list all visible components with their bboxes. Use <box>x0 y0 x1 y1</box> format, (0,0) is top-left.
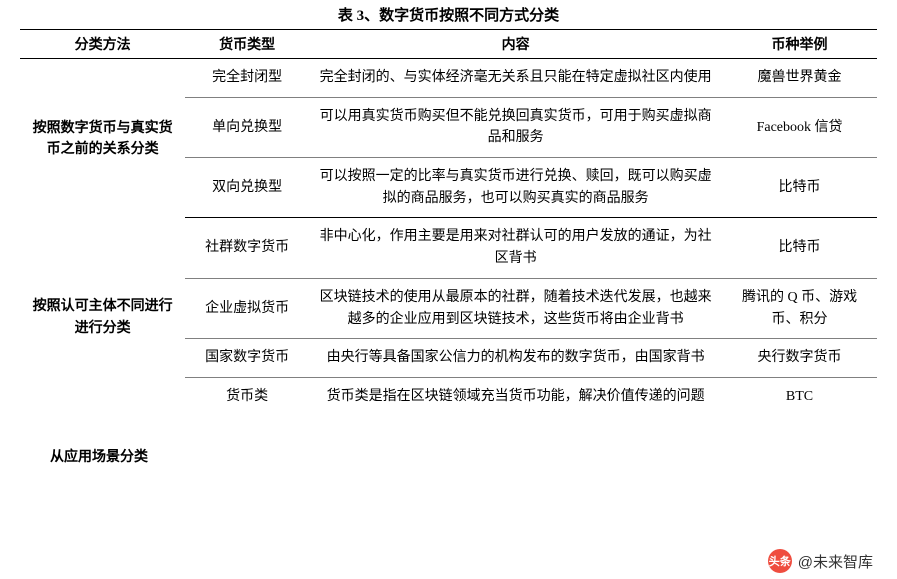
type-cell: 企业虚拟货币 <box>185 278 309 338</box>
watermark-footer: 头条 @未来智库 <box>768 549 873 573</box>
desc-cell: 货币类是指在区块链领域充当货币功能，解决价值传递的问题 <box>309 377 722 415</box>
type-cell: 完全封闭型 <box>185 59 309 98</box>
example-cell: 魔兽世界黄金 <box>722 59 877 98</box>
table-row: 按照数字货币与真实货币之前的关系分类 完全封闭型 完全封闭的、与实体经济毫无关系… <box>20 59 877 98</box>
example-cell: Facebook 信贷 <box>722 97 877 157</box>
type-cell: 国家数字货币 <box>185 339 309 378</box>
desc-cell: 可以按照一定的比率与真实货币进行兑换、赎回，既可以购买虚拟的商品服务，也可以购买… <box>309 158 722 218</box>
desc-cell: 区块链技术的使用从最原本的社群，随着技术迭代发展，也越来越多的企业应用到区块链技… <box>309 278 722 338</box>
desc-cell: 完全封闭的、与实体经济毫无关系且只能在特定虚拟社区内使用 <box>309 59 722 98</box>
type-cell: 货币类 <box>185 377 309 415</box>
desc-cell: 由央行等具备国家公信力的机构发布的数字货币，由国家背书 <box>309 339 722 378</box>
table-title: 表 3、数字货币按照不同方式分类 <box>20 4 877 25</box>
col-header-desc: 内容 <box>309 30 722 59</box>
col-header-type: 货币类型 <box>185 30 309 59</box>
method-cell: 按照数字货币与真实货币之前的关系分类 <box>20 59 185 218</box>
table-row: 从应用场景分类 <box>20 416 877 478</box>
method-cell: 从应用场景分类 <box>20 416 185 478</box>
table-header-row: 分类方法 货币类型 内容 币种举例 <box>20 30 877 59</box>
desc-cell: 非中心化，作用主要是用来对社群认可的用户发放的通证，为社区背书 <box>309 218 722 278</box>
type-cell: 单向兑换型 <box>185 97 309 157</box>
example-cell: 央行数字货币 <box>722 339 877 378</box>
watermark-label: @未来智库 <box>798 551 873 572</box>
type-cell: 双向兑换型 <box>185 158 309 218</box>
method-cell: 按照认可主体不同进行进行分类 <box>20 218 185 416</box>
type-cell: 社群数字货币 <box>185 218 309 278</box>
example-cell: BTC <box>722 377 877 415</box>
col-header-example: 币种举例 <box>722 30 877 59</box>
desc-cell: 可以用真实货币购买但不能兑换回真实货币，可用于购买虚拟商品和服务 <box>309 97 722 157</box>
classification-table: 分类方法 货币类型 内容 币种举例 按照数字货币与真实货币之前的关系分类 完全封… <box>20 29 877 477</box>
example-cell: 比特币 <box>722 158 877 218</box>
example-cell: 腾讯的 Q 币、游戏币、积分 <box>722 278 877 338</box>
toutiao-icon: 头条 <box>768 549 792 573</box>
table-row: 按照认可主体不同进行进行分类 社群数字货币 非中心化，作用主要是用来对社群认可的… <box>20 218 877 278</box>
example-cell: 比特币 <box>722 218 877 278</box>
col-header-method: 分类方法 <box>20 30 185 59</box>
